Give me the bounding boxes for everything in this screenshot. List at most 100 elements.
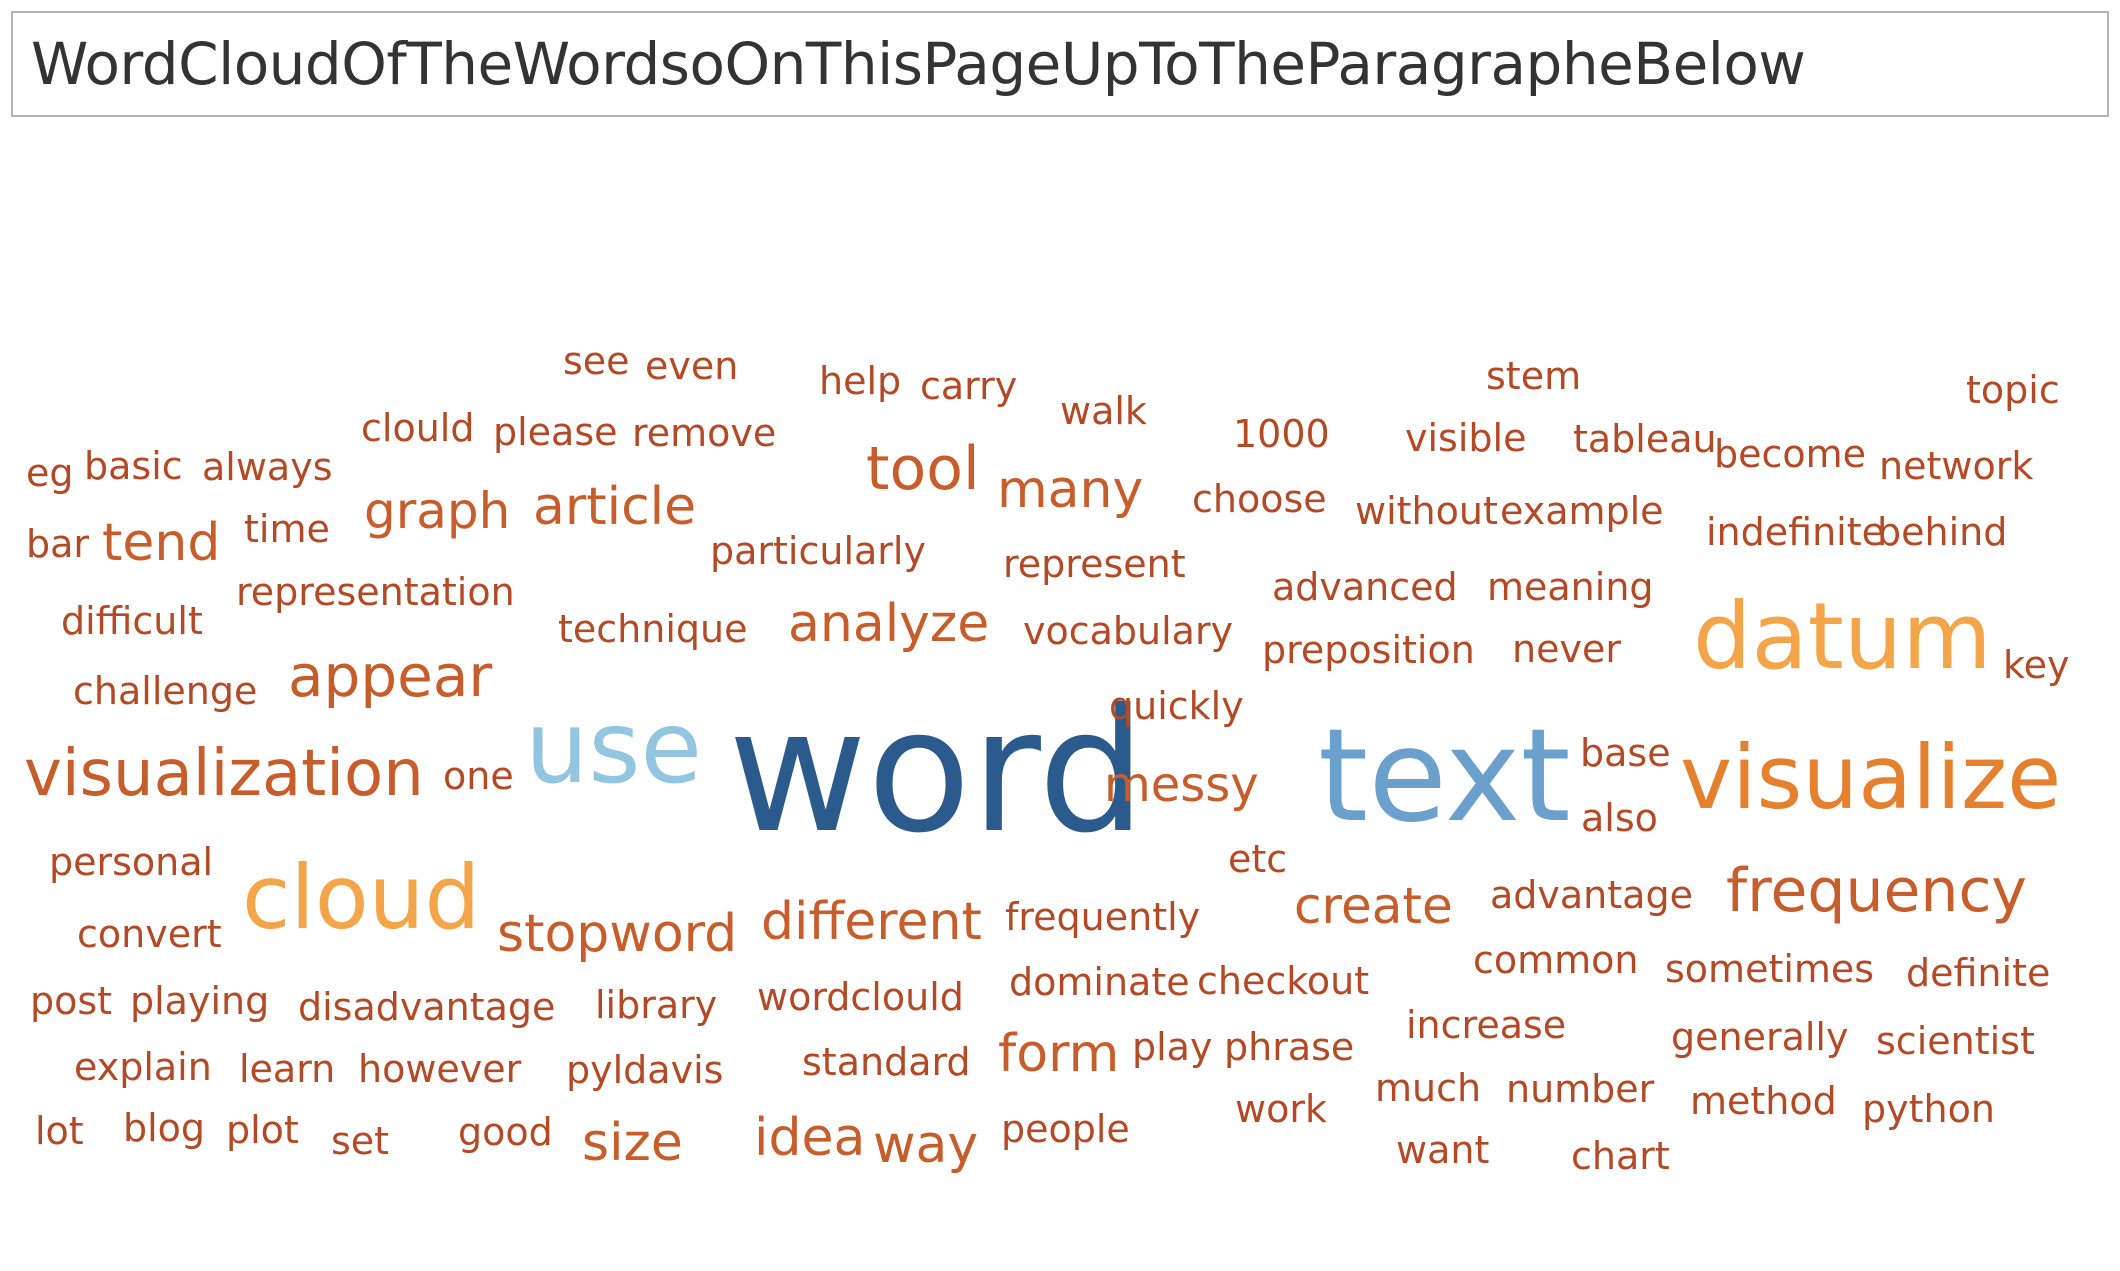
word-messy: messy [1104, 757, 1259, 813]
word-etc: etc [1228, 837, 1287, 881]
word-chart: chart [1571, 1134, 1670, 1178]
word-sometimes: sometimes [1665, 947, 1874, 991]
word-blog: blog [123, 1106, 205, 1150]
word-example: example [1500, 489, 1664, 533]
word-phrase: phrase [1224, 1025, 1354, 1069]
word-frequency: frequency [1726, 856, 2027, 926]
word-bar: bar [26, 522, 89, 566]
word-visualize: visualize [1680, 726, 2061, 829]
word-people: people [1001, 1107, 1130, 1151]
word-size: size [582, 1113, 683, 1173]
word-visualization: visualization [24, 737, 424, 811]
word-1000: 1000 [1233, 412, 1330, 456]
word-walk: walk [1060, 389, 1147, 433]
word-remove: remove [632, 411, 776, 455]
chart-title: WordCloudOfTheWordsoOnThisPageUpToThePar… [31, 30, 1806, 98]
word-common: common [1473, 938, 1639, 982]
word-particularly: particularly [710, 529, 926, 573]
word-scientist: scientist [1876, 1019, 2035, 1063]
word-tableau: tableau [1573, 417, 1717, 461]
word-represent: represent [1003, 542, 1186, 586]
word-advantage: advantage [1490, 873, 1693, 917]
word-number: number [1506, 1067, 1655, 1111]
word-frequently: frequently [1005, 895, 1200, 939]
word-create: create [1294, 877, 1453, 935]
word-base: base [1580, 731, 1671, 775]
word-key: key [2003, 643, 2070, 687]
word-always: always [202, 445, 333, 489]
word-see: see [563, 339, 630, 383]
word-graph: graph [364, 482, 510, 540]
word-good: good [458, 1110, 553, 1154]
word-standard: standard [802, 1040, 971, 1084]
word-challenge: challenge [73, 669, 257, 713]
word-explain: explain [74, 1045, 212, 1089]
word-different: different [761, 892, 982, 952]
word-wordclould: wordclould [757, 975, 964, 1019]
word-post: post [30, 979, 112, 1023]
word-much: much [1375, 1066, 1481, 1110]
word-playing: playing [130, 979, 269, 1023]
word-text: text [1318, 702, 1571, 851]
word-set: set [331, 1119, 389, 1163]
word-learn: learn [239, 1047, 335, 1091]
word-checkout: checkout [1197, 959, 1369, 1003]
word-cloud: cloud [242, 846, 480, 949]
word-datum: datum [1693, 583, 1992, 690]
word-behind: behind [1877, 510, 2007, 554]
word-library: library [595, 983, 717, 1027]
word-however: however [358, 1047, 522, 1091]
word-please: please [493, 410, 618, 454]
word-tend: tend [102, 513, 220, 573]
word-idea: idea [754, 1108, 865, 1168]
word-become: become [1714, 432, 1866, 476]
word-also: also [1581, 796, 1658, 840]
word-generally: generally [1671, 1015, 1848, 1059]
word-meaning: meaning [1487, 565, 1654, 609]
word-without: without [1355, 489, 1498, 533]
word-carry: carry [920, 364, 1017, 408]
word-visible: visible [1405, 416, 1526, 460]
title-box: WordCloudOfTheWordsoOnThisPageUpToThePar… [11, 11, 2109, 117]
word-form: form [998, 1024, 1119, 1084]
word-article: article [533, 477, 696, 537]
word-topic: topic [1966, 368, 2060, 412]
word-even: even [645, 344, 738, 388]
word-time: time [244, 507, 330, 551]
word-dominate: dominate [1009, 960, 1190, 1004]
word-stem: stem [1486, 354, 1581, 398]
word-want: want [1396, 1128, 1489, 1172]
word-many: many [997, 460, 1143, 520]
word-analyze: analyze [788, 594, 989, 654]
word-plot: plot [226, 1108, 299, 1152]
word-pyldavis: pyldavis [566, 1048, 723, 1092]
word-difficult: difficult [61, 599, 203, 643]
word-stopword: stopword [497, 904, 737, 964]
word-vocabulary: vocabulary [1023, 609, 1233, 653]
word-technique: technique [558, 607, 747, 651]
word-network: network [1879, 444, 2033, 488]
word-preposition: preposition [1262, 628, 1475, 672]
word-tool: tool [866, 434, 980, 504]
word-representation: representation [236, 570, 515, 614]
word-help: help [819, 359, 901, 403]
word-lot: lot [35, 1109, 84, 1153]
word-appear: appear [288, 642, 492, 710]
word-use: use [525, 689, 702, 806]
word-work: work [1235, 1087, 1327, 1131]
word-method: method [1690, 1079, 1837, 1123]
word-choose: choose [1192, 477, 1327, 521]
word-quickly: quickly [1109, 684, 1244, 728]
word-play: play [1132, 1025, 1212, 1069]
word-way: way [873, 1115, 978, 1175]
word-increase: increase [1406, 1003, 1566, 1047]
word-definite: definite [1906, 951, 2050, 995]
word-personal: personal [49, 840, 213, 884]
word-advanced: advanced [1272, 565, 1458, 609]
word-indefinite: indefinite [1706, 510, 1885, 554]
word-basic: basic [84, 444, 183, 488]
word-disadvantage: disadvantage [298, 985, 555, 1029]
word-never: never [1512, 627, 1621, 671]
word-word: word [728, 673, 1146, 871]
word-eg: eg [26, 451, 74, 495]
